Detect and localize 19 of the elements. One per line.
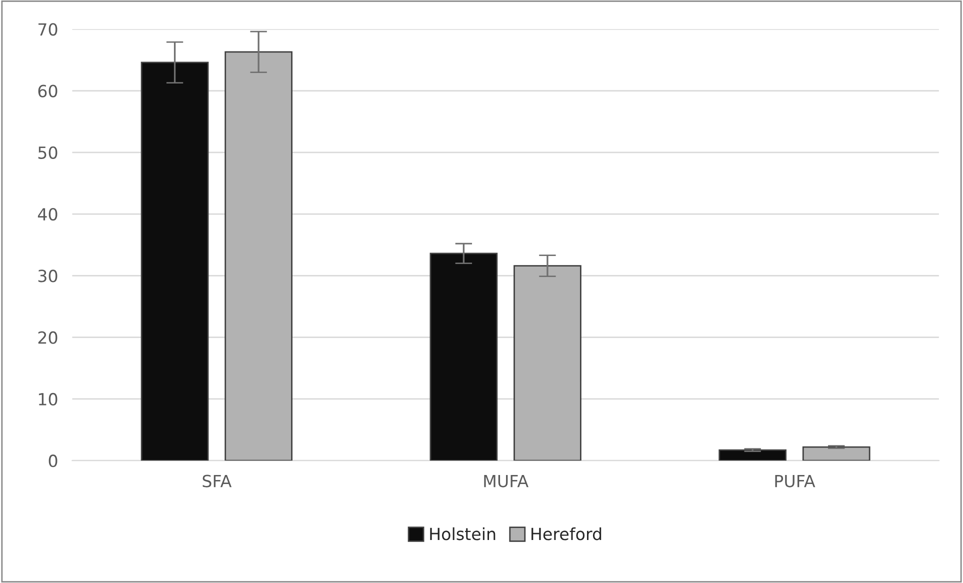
- x-tick-label: SFA: [202, 474, 232, 488]
- bar: [430, 252, 498, 461]
- bar: [140, 62, 209, 461]
- legend-label: Hereford: [532, 527, 602, 540]
- bar: [802, 446, 870, 461]
- legend-label: Holstein: [430, 527, 496, 540]
- y-tick-label: 0: [48, 454, 58, 468]
- x-tick-label: PUFA: [775, 474, 816, 488]
- y-tick-label: 30: [38, 270, 58, 282]
- bar: [514, 265, 582, 461]
- y-tick-label: 60: [38, 84, 58, 98]
- y-tick-label: 70: [38, 23, 58, 36]
- bar: [224, 51, 292, 461]
- y-tick-label: 40: [38, 208, 58, 221]
- bar: [718, 449, 787, 461]
- x-tick-label: MUFA: [484, 474, 528, 488]
- y-tick-label: 50: [38, 146, 58, 159]
- y-tick-label: 10: [38, 392, 58, 406]
- y-tick-label: 20: [38, 331, 58, 344]
